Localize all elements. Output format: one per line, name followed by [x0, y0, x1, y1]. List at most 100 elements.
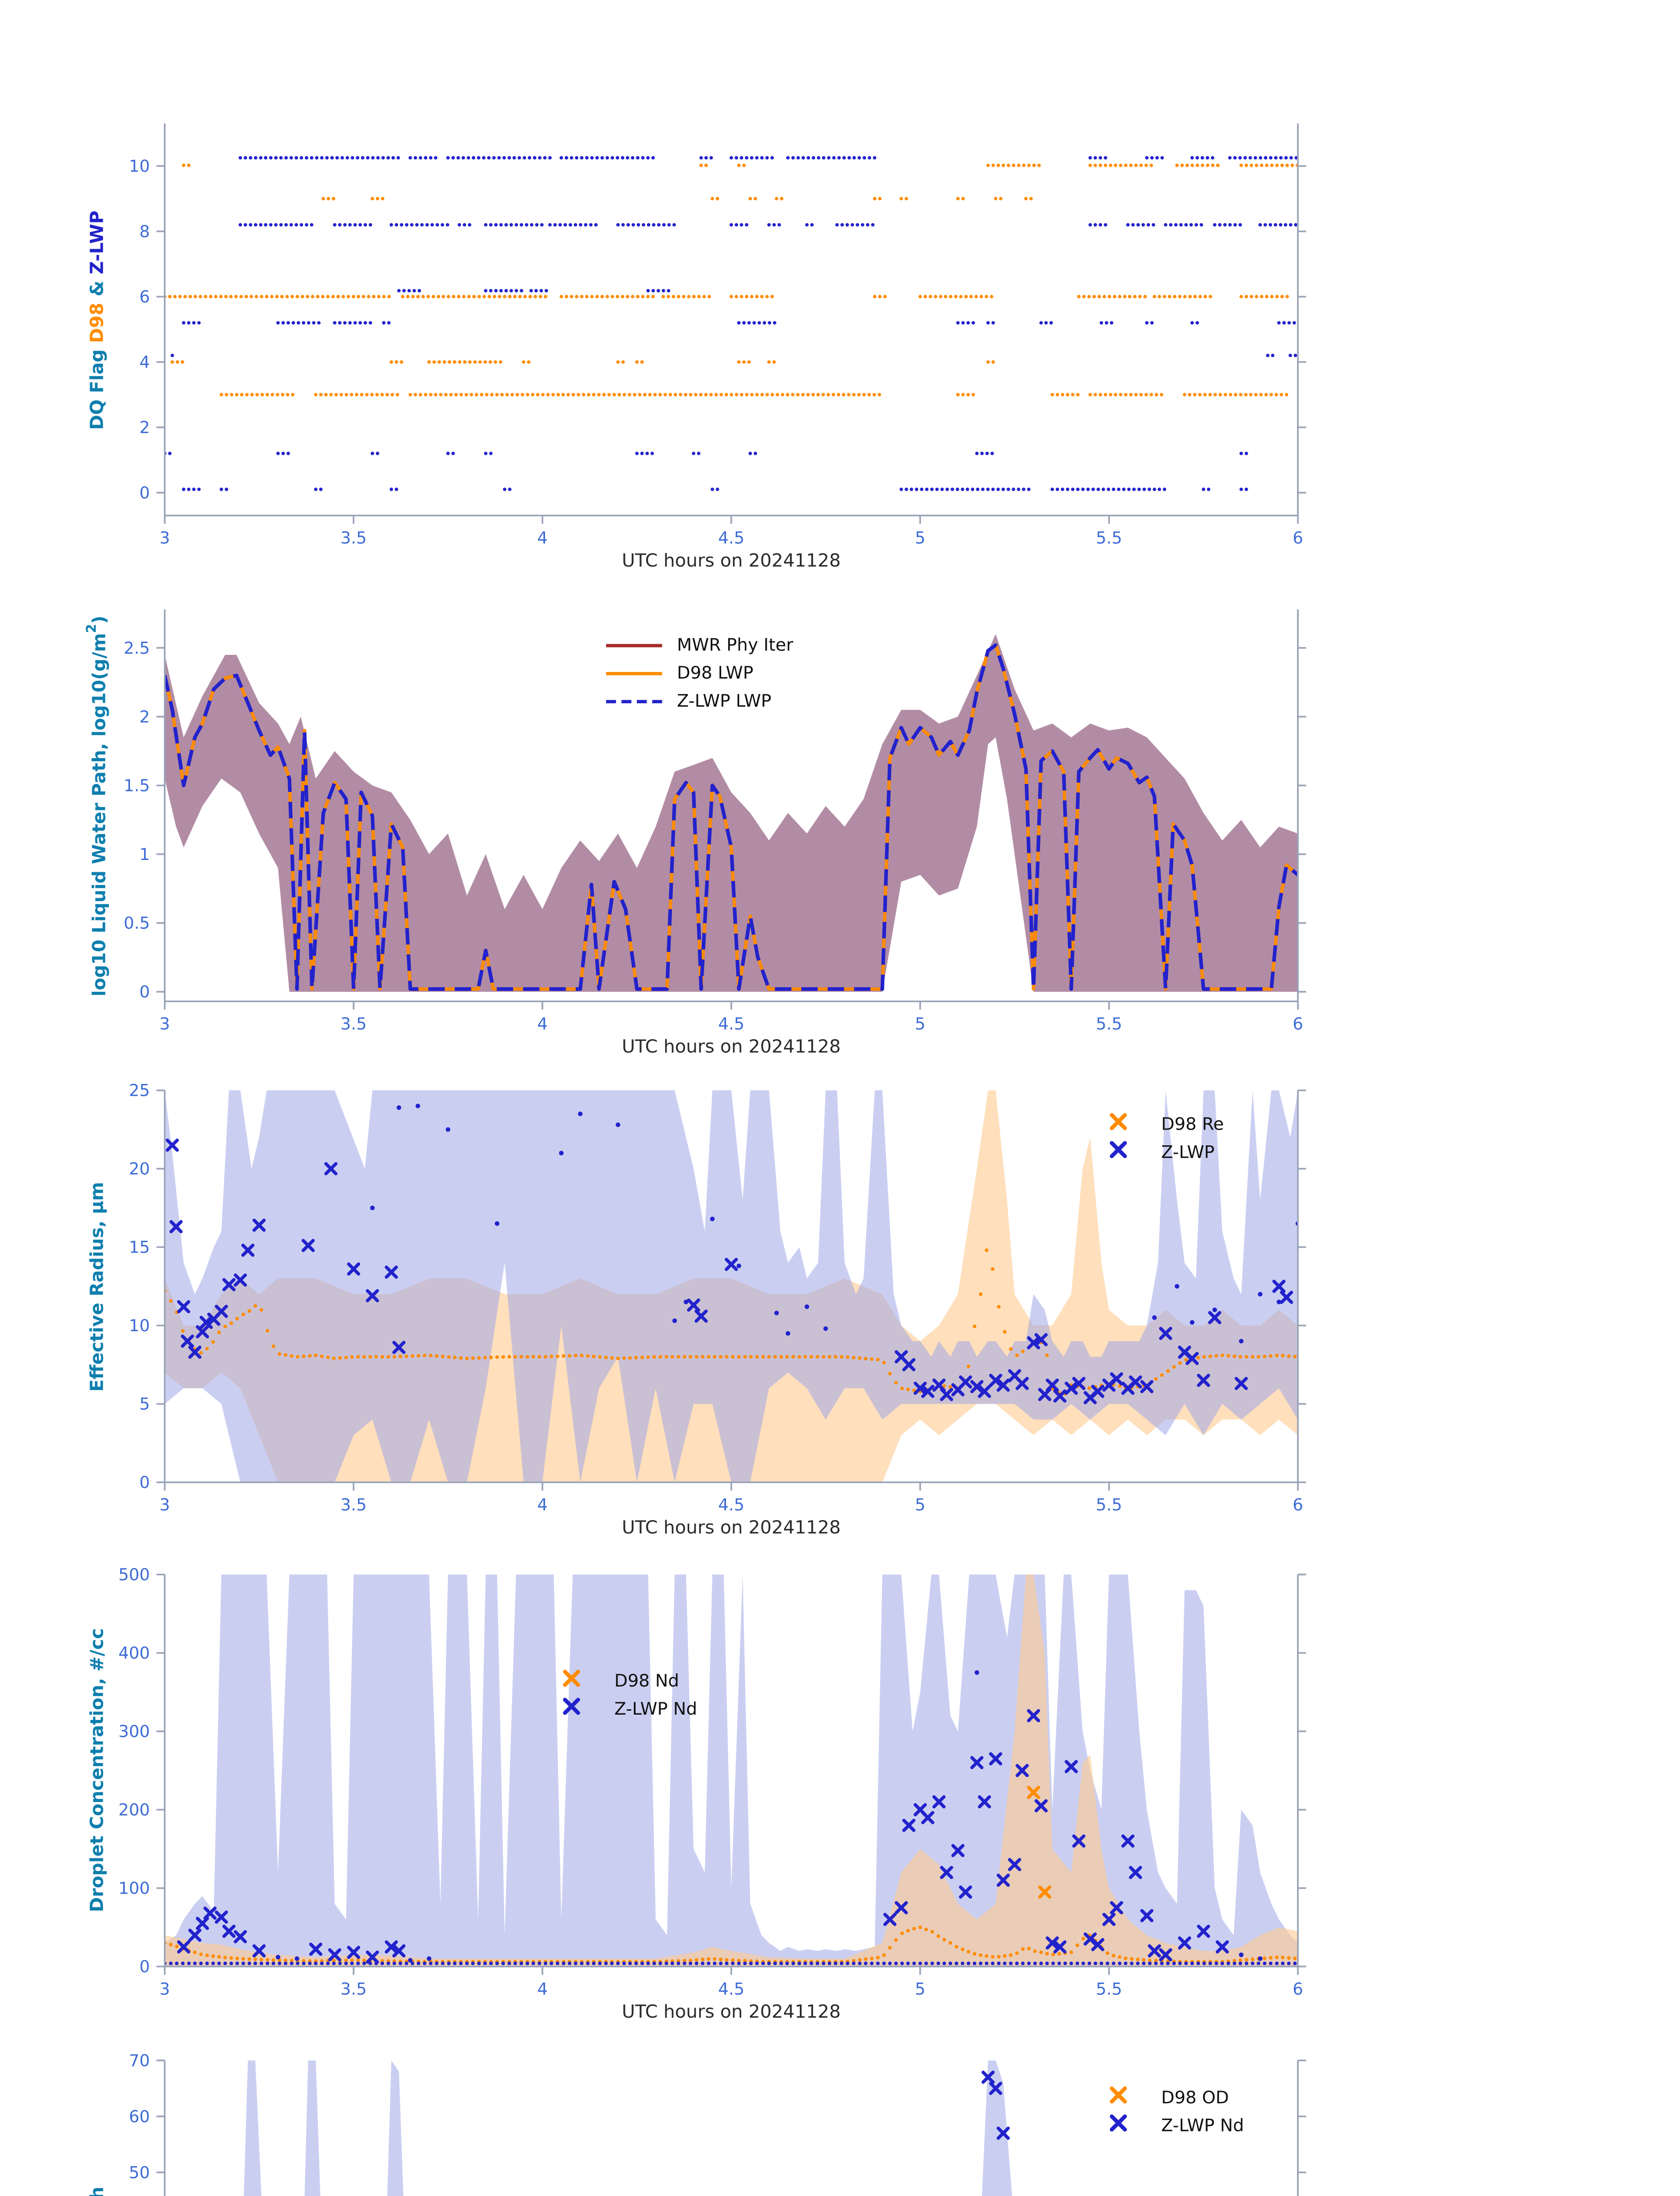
- y-tick-label: 25: [129, 1081, 150, 1100]
- flag-row: [165, 451, 1248, 455]
- zlwp-od-x-markers: [981, 2070, 1010, 2140]
- legend-label: MWR Phy Iter: [677, 635, 794, 655]
- orange-x-marker-icon: [544, 1669, 600, 1693]
- legend-item-mwr: MWR Phy Iter: [606, 631, 793, 659]
- y-tick-label: 10: [129, 156, 150, 176]
- dq-flag-plot: 0 2 4 6 8 10 3 3.5 4 4.5 5 5.5 6: [129, 123, 1306, 548]
- y-tick-label: 0: [139, 483, 150, 502]
- panel-dq-flag: 0 2 4 6 8 10 3 3.5 4 4.5 5 5.5 6 DQ Flag D98 & Z-LWP…: [0, 99, 1680, 610]
- y-tick-label: 0: [139, 1957, 150, 1976]
- y-tick-label: 4: [139, 352, 150, 372]
- zlwp-nd-dotted-baseline: [165, 1961, 1297, 1965]
- legend-label: D98 LWP: [677, 663, 754, 683]
- flag-row: [182, 321, 1296, 325]
- ylabel-lwp-sup: 2: [84, 623, 99, 632]
- d98-nd-dotted-line: [165, 1925, 1297, 1964]
- effective-radius-legend: D98 Re Z-LWP: [1091, 1110, 1224, 1167]
- lwp-y-axis-label: log10 Liquid Water Path, log10(g/m2): [83, 610, 112, 1002]
- legend-label: Z-LWP LWP: [677, 691, 772, 711]
- x-axis-label: UTC hours on 20241128: [621, 1036, 841, 1058]
- lwp-legend: MWR Phy Iter D98 LWP Z-LWP LWP: [606, 631, 793, 715]
- zlwp-dashed-line-swatch-icon: [606, 699, 662, 703]
- orange-x-marker-icon: [1091, 2085, 1147, 2110]
- x-tick-label: 4.5: [718, 1495, 744, 1514]
- panel-effective-radius: 0 5 10 15 20 25 3 3.5 4 4.5 5 5.5 6 Effective Radius…: [0, 1065, 1680, 1576]
- zlwp-nd-dot-markers: [275, 1670, 1263, 1963]
- droplet-concentration-plot: 0 100 200 300 400 500 3 3.5 4 4.5 5 5.5 6: [119, 1565, 1306, 1998]
- x-tick-label: 4.5: [718, 1014, 744, 1033]
- legend-label: Z-LWP: [1161, 1142, 1215, 1162]
- legend-item-d98-od: D98 OD: [1091, 2084, 1244, 2112]
- y-tick-label: 300: [119, 1722, 150, 1741]
- x-axis-label: UTC hours on 20241128: [621, 2001, 841, 2023]
- flag-row: [182, 163, 1298, 167]
- optical-depth-legend: D98 OD Z-LWP Nd: [1091, 2084, 1244, 2140]
- legend-label: D98 Re: [1161, 1114, 1224, 1134]
- x-tick-label: 3.5: [340, 1495, 367, 1514]
- legend-item-d98-nd: D98 Nd: [544, 1667, 697, 1695]
- x-tick-label: 5.5: [1096, 1979, 1122, 1998]
- y-tick-label: 200: [119, 1800, 150, 1820]
- dq-flag-y-axis-label: DQ Flag D98 & Z-LWP: [83, 123, 112, 516]
- legend-item-d98-lwp: D98 LWP: [606, 659, 793, 687]
- y-tick-label: 60: [129, 2107, 150, 2126]
- y-tick-label: 0: [139, 982, 150, 1001]
- y-tick-label: 1.5: [124, 776, 150, 795]
- d98-line-swatch-icon: [606, 671, 662, 675]
- ylabel-lwp-close: ): [88, 615, 110, 624]
- x-tick-label: 3.5: [340, 1014, 367, 1033]
- orange-x-marker-icon: [1091, 1112, 1147, 1136]
- y-tick-label: 100: [119, 1878, 150, 1898]
- y-tick-label: 8: [139, 222, 150, 241]
- x-tick-label: 3: [159, 528, 170, 548]
- zlwp-nd-band: [165, 1575, 1298, 1967]
- flag-row: [182, 488, 1248, 491]
- ylabel-d98: D98: [86, 302, 108, 343]
- lwp-plot: 0 0.5 1 1.5 2 2.5 3 3.5 4 4.5 5 5.5 6: [124, 609, 1306, 1033]
- y-tick-label: 2: [139, 418, 150, 437]
- y-tick-label: 0.5: [124, 914, 150, 933]
- legend-item-zlwp-nd: Z-LWP Nd: [544, 1695, 697, 1723]
- x-tick-label: 6: [1293, 1014, 1303, 1033]
- x-tick-label: 3: [159, 1495, 170, 1514]
- flag-row: [170, 360, 995, 364]
- panel-droplet-concentration: 0 100 200 300 400 500 3 3.5 4 4.5 5 5.5 6 Droplet Co…: [0, 1550, 1680, 2061]
- ylabel-dq-flag: DQ Flag: [86, 342, 108, 430]
- legend-label: D98 OD: [1161, 2088, 1229, 2108]
- x-axis-label: UTC hours on 20241128: [621, 1517, 841, 1539]
- flag-row: [165, 295, 1289, 299]
- x-tick-label: 5.5: [1096, 528, 1122, 548]
- x-tick-label: 5.5: [1096, 1495, 1122, 1514]
- y-tick-label: 10: [129, 1316, 150, 1335]
- x-tick-label: 5: [915, 1979, 925, 1998]
- y-tick-label: 6: [139, 287, 150, 307]
- ylabel-amp: &: [86, 273, 108, 302]
- panel-lwp: 0 0.5 1 1.5 2 2.5 3 3.5 4 4.5 5 5.5 6 log10 Liquid W…: [0, 585, 1680, 1095]
- legend-label: Z-LWP Nd: [1161, 2115, 1244, 2135]
- legend-label: D98 Nd: [614, 1671, 679, 1691]
- d98-nd-band: [165, 1575, 1298, 1967]
- legend-item-zlwp-lwp: Z-LWP LWP: [606, 687, 793, 715]
- mwr-line-swatch-icon: [606, 643, 662, 647]
- x-axis-label: UTC hours on 20241128: [621, 550, 841, 572]
- zlwp-nd-x-markers: [177, 1709, 1229, 1964]
- legend-label: Z-LWP Nd: [614, 1699, 697, 1719]
- blue-x-marker-icon: [544, 1697, 600, 1721]
- x-tick-label: 6: [1293, 1979, 1303, 1998]
- blue-x-marker-icon: [1091, 1140, 1147, 1164]
- y-tick-label: 400: [119, 1643, 150, 1663]
- panel-optical-depth: 01020304050607033.544.555.56 Optical Dep…: [0, 2036, 1680, 2196]
- flag-row: [322, 197, 1033, 201]
- x-tick-label: 5: [915, 1014, 925, 1033]
- optical-depth-y-axis-label: Optical Depth: [83, 2060, 112, 2196]
- y-tick-label: 2.5: [124, 638, 150, 657]
- d98-re-dotted-line: [165, 1248, 1297, 1396]
- x-tick-label: 4.5: [718, 528, 744, 548]
- y-tick-label: 15: [129, 1238, 150, 1257]
- flag-row: [220, 393, 1289, 397]
- x-tick-label: 6: [1293, 528, 1303, 548]
- ylabel-zlwp: Z-LWP: [86, 209, 108, 274]
- x-tick-label: 4: [537, 528, 548, 548]
